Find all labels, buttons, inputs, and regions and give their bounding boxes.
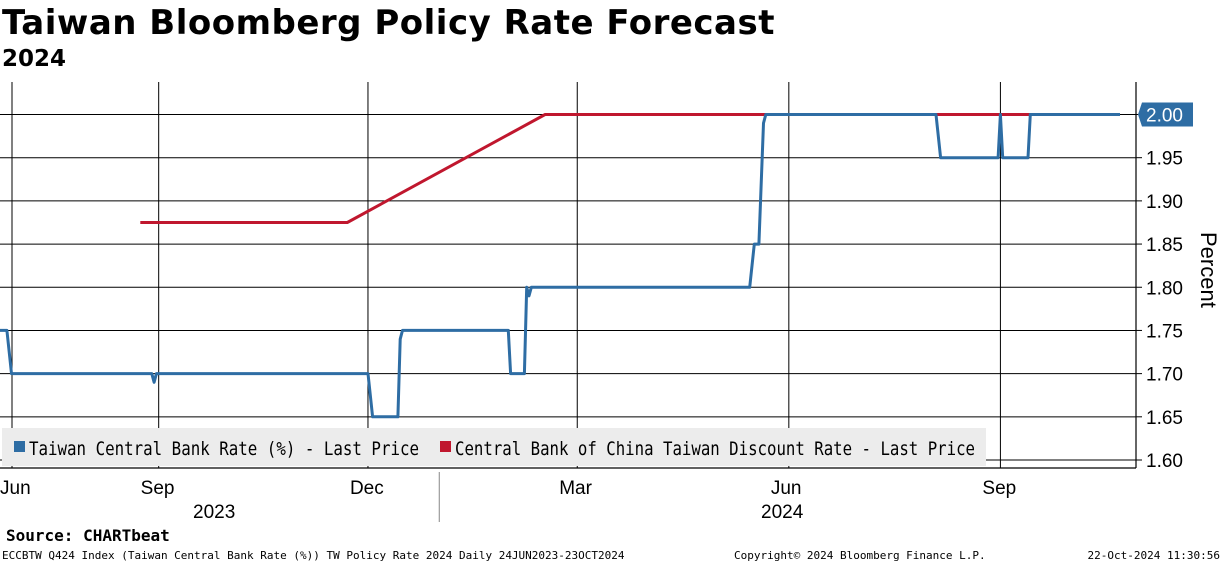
legend-label: Central Bank of China Taiwan Discount Ra…: [455, 438, 975, 460]
footer-index-description: ECCBTW Q424 Index (Taiwan Central Bank R…: [2, 549, 625, 562]
x-tick-label: Jun: [771, 478, 802, 499]
y-tick-label: 1.75: [1146, 321, 1183, 342]
x-tick-label: Jun: [0, 478, 31, 499]
x-tick-label: Dec: [350, 478, 384, 499]
footer-timestamp: 22-Oct-2024 11:30:56: [1087, 549, 1220, 562]
chart-subtitle: 2024: [2, 46, 67, 72]
y-tick-label: 1.85: [1146, 235, 1183, 256]
series-line: [0, 113, 1120, 419]
legend: Taiwan Central Bank Rate (%) - Last Pric…: [2, 428, 986, 466]
legend-label: Taiwan Central Bank Rate (%) - Last Pric…: [29, 438, 419, 460]
plot-area: [0, 82, 1136, 468]
x-tick-label: Sep: [141, 478, 175, 499]
series-lines: [0, 113, 1120, 419]
y-axis-title: Percent: [1196, 232, 1221, 308]
footer-copyright: Copyright© 2024 Bloomberg Finance L.P.: [734, 549, 986, 562]
y-tick-label: 1.65: [1146, 408, 1183, 429]
last-value-tag: [1138, 102, 1193, 127]
axes: 1.60 1.65 1.70 1.75 1.80 1.85 1.90 1.95 Jun Sep De…: [0, 82, 1221, 523]
y-tick-label: 1.95: [1146, 149, 1183, 170]
y-tick-label: 1.70: [1146, 365, 1183, 386]
x-tick-label: Sep: [982, 478, 1016, 499]
year-label: 2023: [193, 502, 235, 523]
legend-box: [2, 428, 986, 466]
y-tick-label: 1.60: [1146, 451, 1183, 472]
year-label: 2024: [761, 502, 804, 523]
x-tick-label: Mar: [559, 478, 592, 499]
y-tick-label: 1.80: [1146, 278, 1183, 299]
source-note: Source: CHARTbeat: [6, 526, 170, 545]
legend-swatch: [440, 441, 451, 452]
legend-swatch: [14, 441, 25, 452]
last-value-label: 2.00: [1146, 106, 1183, 127]
chart-title: Taiwan Bloomberg Policy Rate Forecast: [2, 3, 775, 43]
y-tick-label: 1.90: [1146, 192, 1183, 213]
